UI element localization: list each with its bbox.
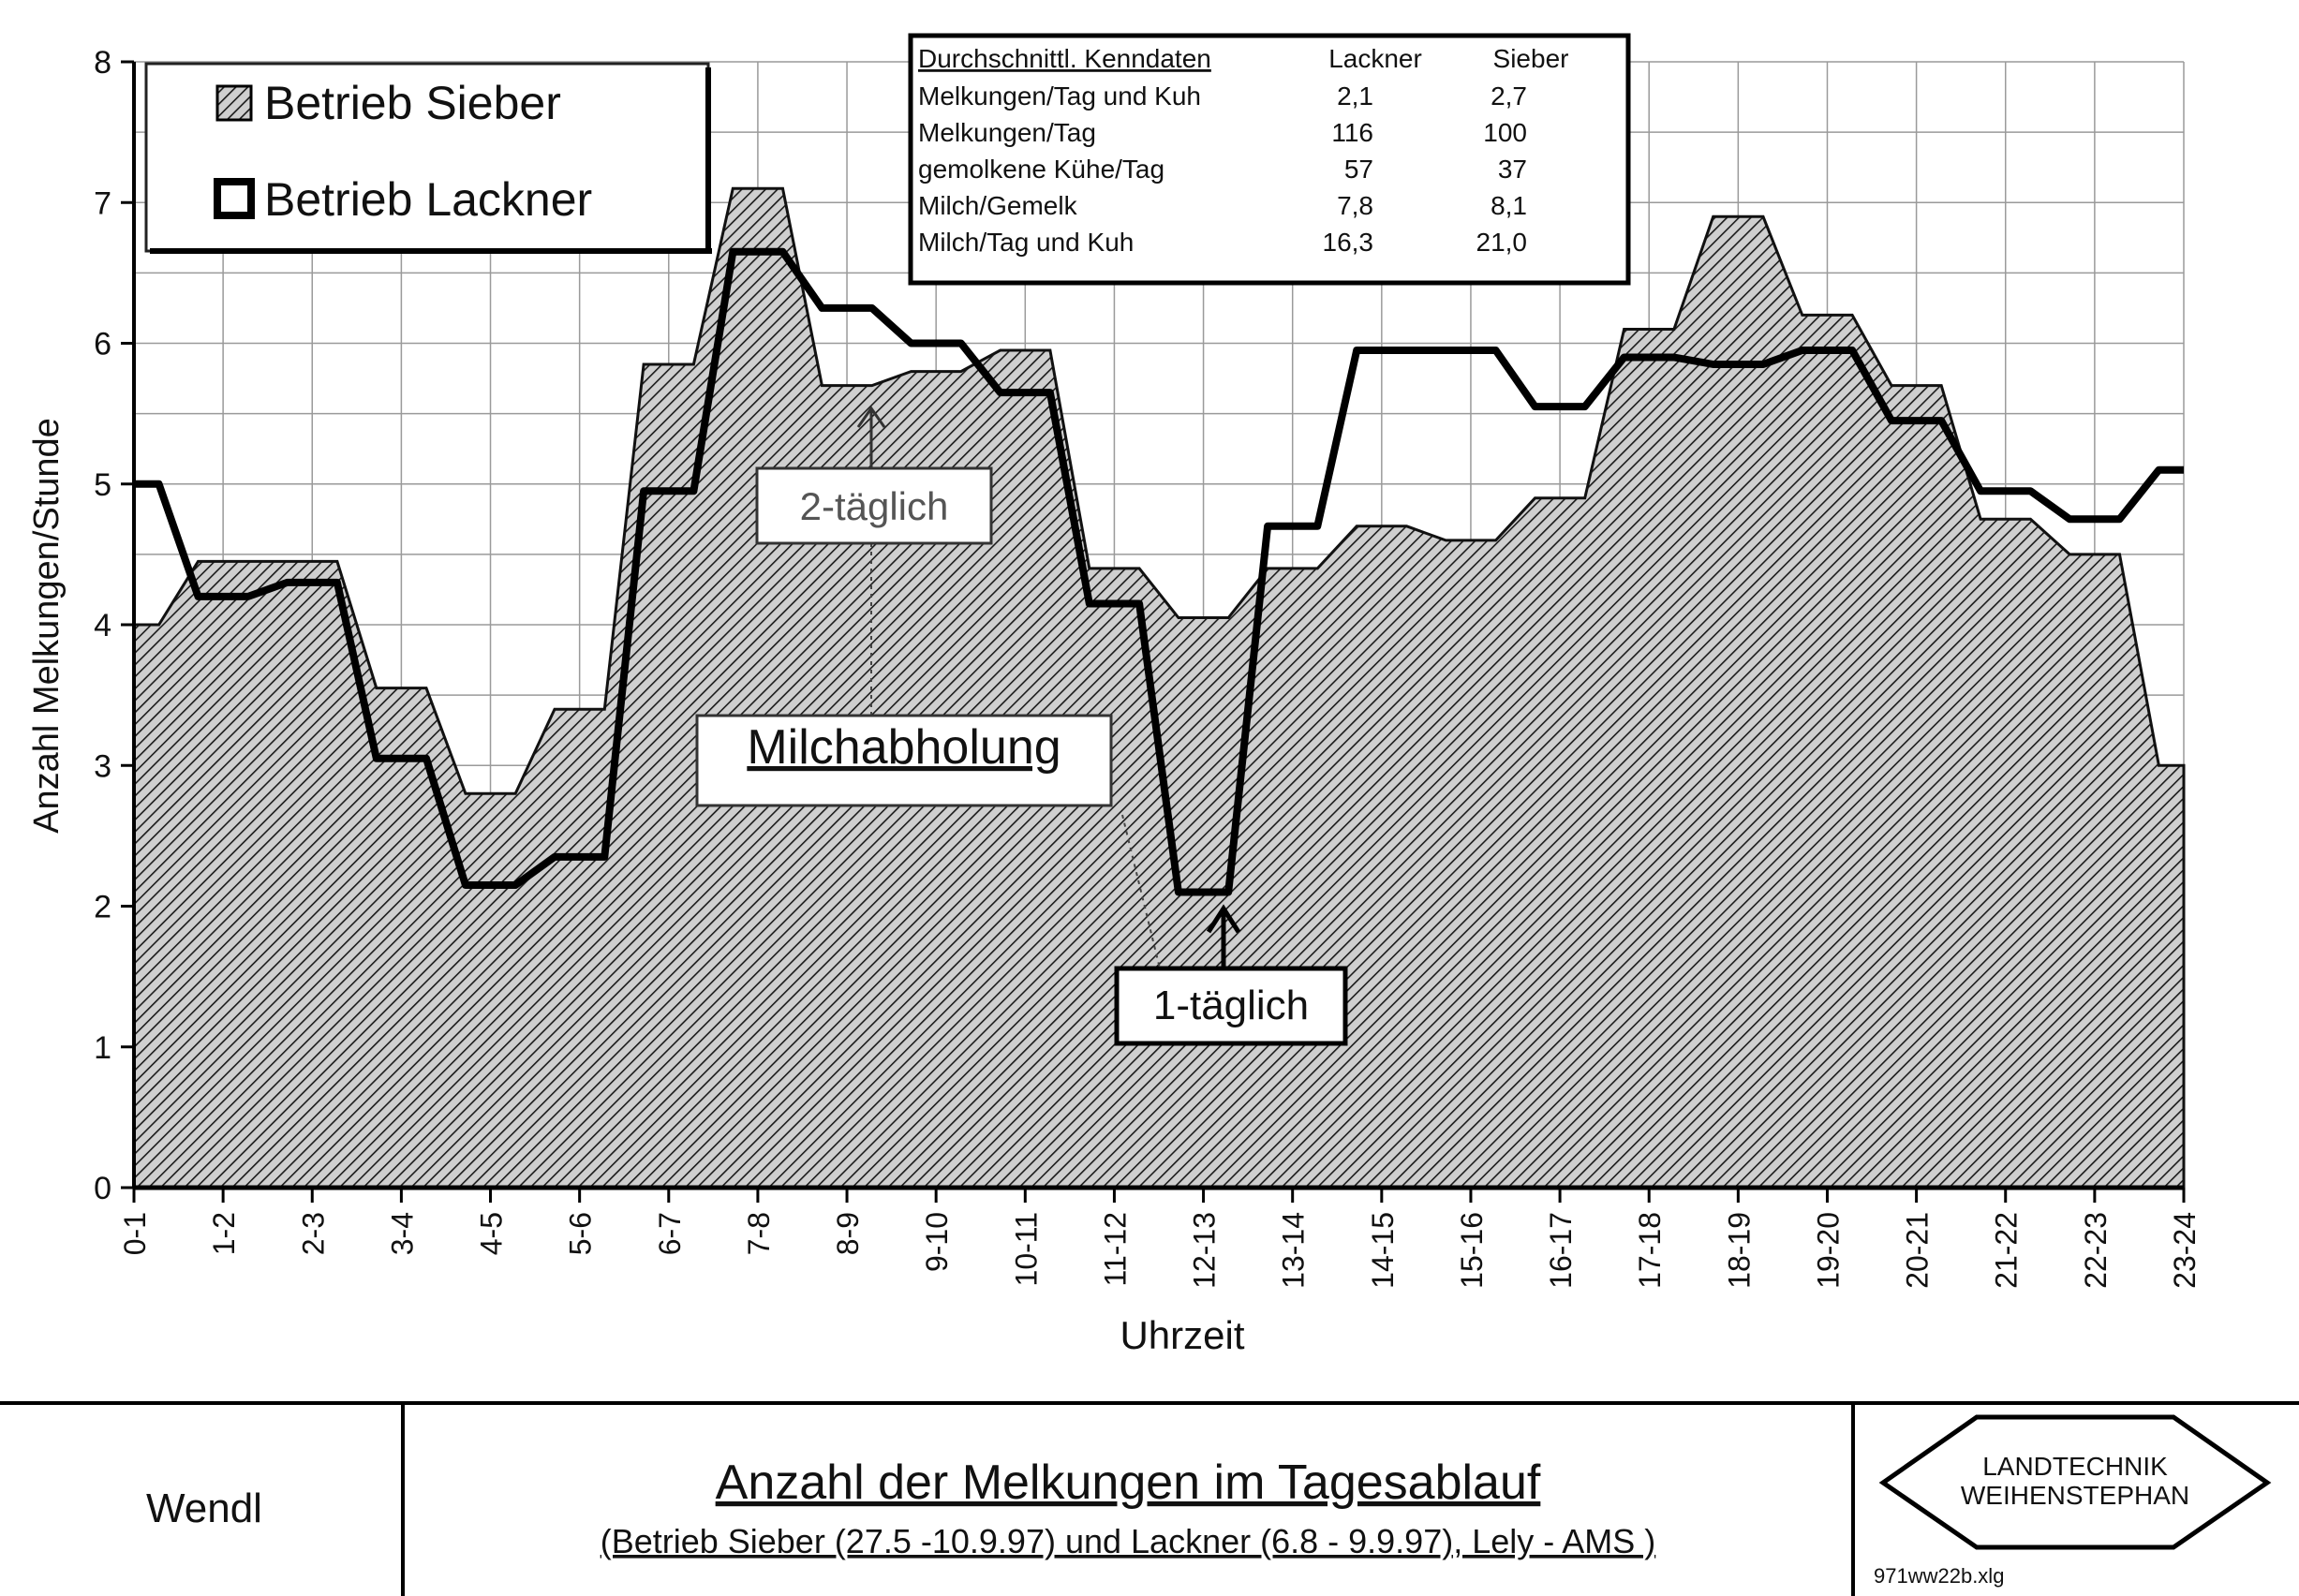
info-table-cell: 7,8	[1337, 191, 1373, 220]
x-tick-label: 11-12	[1098, 1212, 1132, 1286]
info-table: Durchschnittl. Kenndaten Lackner Sieber Mel…	[908, 33, 1631, 286]
x-tick-label: 17-18	[1633, 1212, 1667, 1289]
lackner-line-path	[134, 247, 2184, 896]
footer: Wendl Anzahl der Melkungen im Tagesablau…	[0, 1401, 2299, 1596]
x-tick-label: 18-19	[1722, 1212, 1756, 1289]
logo-line2: WEIHENSTEPHAN	[1961, 1481, 2189, 1510]
info-table-cell: 8,1	[1491, 191, 1527, 220]
x-tick-label: 20-21	[1901, 1212, 1935, 1289]
x-axis-title: Uhrzeit	[1120, 1313, 1244, 1357]
y-tick-label: 1	[94, 1030, 111, 1066]
info-table-cell: 100	[1483, 118, 1527, 147]
x-tick-label: 8-9	[831, 1212, 865, 1255]
logo-landtechnik: LANDTECHNIK WEIHENSTEPHAN	[1878, 1414, 2272, 1550]
info-table-header: Sieber	[1493, 44, 1569, 73]
info-table-cell: 16,3	[1323, 228, 1374, 257]
info-table-cell: 37	[1498, 155, 1527, 184]
info-table-cell: Milch/Gemelk	[918, 191, 1078, 220]
x-tick-label: 3-4	[385, 1212, 419, 1255]
y-tick-label: 2	[94, 890, 111, 925]
info-table-cell: Milch/Tag und Kuh	[918, 228, 1134, 257]
x-tick-label: 0-1	[118, 1212, 152, 1255]
y-tick-labels: 0 1 2 3 4 5 6 7 8	[94, 45, 134, 1206]
info-table-cell: 2,1	[1337, 81, 1373, 111]
annotation-2taeglich-label: 2-täglich	[800, 484, 949, 528]
x-tick-labels: 0-1 1-2 2-3 3-4 4-5 5-6 6-7 7-8 8-9 9-10 10-11 11-1…	[118, 1188, 2202, 1289]
info-table-cell: 2,7	[1491, 81, 1527, 111]
annotation-1taeglich-label: 1-täglich	[1153, 983, 1309, 1028]
info-table-cell: 21,0	[1476, 228, 1528, 257]
x-tick-label: 16-17	[1544, 1212, 1578, 1289]
series-lackner-line	[134, 247, 2184, 896]
x-tick-label: 13-14	[1277, 1212, 1311, 1289]
series-sieber-area	[132, 186, 2186, 1190]
info-table-cell: Melkungen/Tag und Kuh	[918, 81, 1201, 111]
footer-title: Anzahl der Melkungen im Tagesablauf	[716, 1456, 1541, 1510]
x-tick-label: 19-20	[1811, 1212, 1845, 1289]
x-tick-label: 4-5	[475, 1212, 509, 1255]
x-tick-label: 22-23	[2079, 1212, 2113, 1289]
x-tick-label: 2-3	[296, 1212, 330, 1255]
annotation-milchabholung-label: Milchabholung	[747, 720, 1061, 775]
x-tick-label: 14-15	[1366, 1212, 1400, 1289]
info-table-cell: 116	[1331, 118, 1373, 147]
logo-line1: LANDTECHNIK	[1982, 1452, 2168, 1481]
annotation-1taeglich: 1-täglich	[1114, 904, 1348, 1046]
legend-swatch-sieber	[215, 84, 253, 122]
info-table-cell: 57	[1344, 155, 1373, 184]
y-tick-label: 7	[94, 185, 111, 221]
x-tick-label: 6-7	[653, 1212, 687, 1255]
y-tick-label: 5	[94, 467, 111, 503]
footer-author: Wendl	[146, 1485, 262, 1531]
x-tick-label: 15-16	[1455, 1212, 1489, 1289]
info-table-header: Lackner	[1328, 44, 1422, 73]
annotation-milchabholung: Milchabholung	[695, 714, 1161, 969]
footer-subtitle: (Betrieb Sieber (27.5 -10.9.97) und Lack…	[601, 1522, 1656, 1560]
y-tick-label: 6	[94, 327, 111, 362]
y-tick-label: 0	[94, 1171, 111, 1206]
legend-swatch-lackner	[214, 178, 255, 219]
y-tick-label: 4	[94, 608, 111, 643]
y-tick-label: 8	[94, 45, 111, 81]
legend-label-lackner: Betrieb Lackner	[264, 173, 592, 226]
x-tick-label: 23-24	[2168, 1212, 2202, 1289]
sieber-area-path	[132, 186, 2186, 1190]
x-tick-label: 9-10	[920, 1212, 954, 1272]
x-tick-label: 12-13	[1188, 1212, 1222, 1289]
x-tick-label: 10-11	[1009, 1212, 1043, 1286]
info-table-cell: Melkungen/Tag	[918, 118, 1096, 147]
x-tick-label: 1-2	[207, 1212, 241, 1255]
x-tick-label: 5-6	[564, 1212, 598, 1255]
legend-label-sieber: Betrieb Sieber	[264, 77, 561, 129]
legend: Betrieb Sieber Betrieb Lackner	[144, 62, 712, 254]
footer-filename: 971ww22b.xlg	[1874, 1564, 2004, 1588]
info-table-cell: gemolkene Kühe/Tag	[918, 155, 1164, 184]
y-axis-title: Anzahl Melkungen/Stunde	[27, 418, 67, 834]
x-tick-label: 7-8	[742, 1212, 776, 1255]
annotation-2taeglich: 2-täglich	[755, 406, 993, 719]
y-tick-label: 3	[94, 748, 111, 784]
x-tick-label: 21-22	[1990, 1212, 2024, 1289]
info-table-header: Durchschnittl. Kenndaten	[918, 44, 1211, 73]
